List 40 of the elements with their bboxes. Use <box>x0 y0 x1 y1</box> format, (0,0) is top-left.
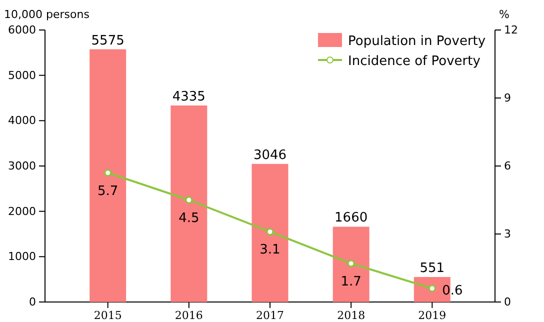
point <box>185 196 193 204</box>
data-label: 551 <box>420 261 445 276</box>
x-tick-label: 2017 <box>256 308 284 322</box>
point <box>266 228 274 236</box>
bar <box>90 49 126 302</box>
data-label: 1.7 <box>340 274 362 290</box>
y2-tick-label: 12 <box>504 24 518 37</box>
y-tick-label: 0 <box>29 296 36 309</box>
x-tick-label: 2018 <box>337 308 366 322</box>
y-tick-label: 3000 <box>8 160 36 173</box>
y2-tick-label: 0 <box>504 296 511 309</box>
y-tick-label: 6000 <box>8 24 36 37</box>
point <box>347 260 355 268</box>
y2-tick-label: 9 <box>504 92 511 105</box>
bar <box>252 164 288 302</box>
data-label: 5575 <box>91 33 124 48</box>
legend-label: Incidence of Poverty <box>348 54 481 69</box>
data-label: 5.7 <box>97 184 118 199</box>
y-axis-title: 10,000 persons <box>4 8 90 21</box>
y-tick-label: 2000 <box>8 204 36 218</box>
data-label: 3046 <box>253 148 287 163</box>
data-label: 1660 <box>334 210 368 226</box>
x-tick-label: 2016 <box>174 308 203 322</box>
point <box>104 169 112 177</box>
y2-axis-title: % <box>499 8 510 21</box>
data-label: 4.5 <box>178 211 200 226</box>
y2-tick-label: 3 <box>504 228 511 241</box>
data-label: 4335 <box>172 89 206 104</box>
x-tick-label: 2019 <box>418 308 446 322</box>
point <box>428 284 436 292</box>
y2-tick-label: 6 <box>504 160 511 173</box>
x-tick-label: 2015 <box>94 308 122 322</box>
bar <box>332 226 370 302</box>
y-tick-label: 4000 <box>8 114 36 128</box>
y-tick-label: 1000 <box>8 250 36 264</box>
legend-label: Population in Poverty <box>348 34 486 49</box>
bar <box>170 105 208 302</box>
data-label: 3.1 <box>260 242 280 258</box>
y-tick-label: 5000 <box>8 68 36 82</box>
data-label: 0.6 <box>442 283 463 298</box>
